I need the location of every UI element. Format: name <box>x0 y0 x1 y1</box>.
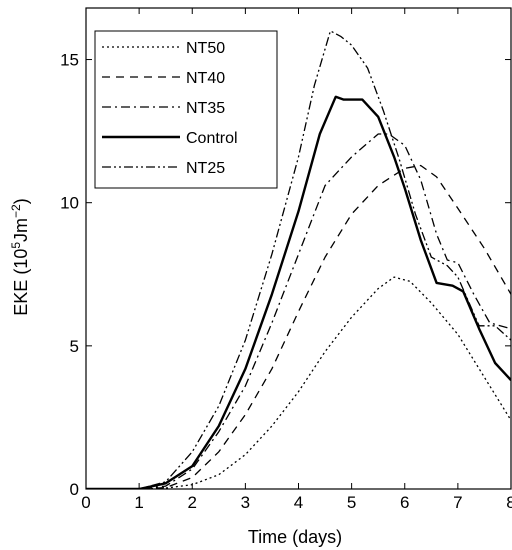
x-tick-label: 2 <box>188 493 197 512</box>
x-tick-label: 4 <box>294 493 303 512</box>
x-tick-label: 3 <box>241 493 250 512</box>
y-tick-label: 5 <box>70 337 79 356</box>
legend-label-control: Control <box>186 130 238 147</box>
y-axis-title-sup1: 5 <box>9 242 23 249</box>
x-tick-label: 0 <box>81 493 90 512</box>
legend-label-nt40: NT40 <box>186 70 225 87</box>
legend-box <box>94 30 278 189</box>
legend: NT50 NT40 NT35 Control NT25 <box>94 30 278 189</box>
x-tick-label: 5 <box>347 493 356 512</box>
series-line-nt50 <box>86 276 511 489</box>
y-tick-label: 0 <box>70 480 79 499</box>
x-tick-label: 6 <box>400 493 409 512</box>
x-tick-label: 7 <box>453 493 462 512</box>
legend-label-nt35: NT35 <box>186 100 225 117</box>
axis-ticks: 0 1 2 3 4 5 6 7 8 0 5 10 15 <box>60 8 512 512</box>
series-line-nt40 <box>86 164 511 489</box>
x-axis-title: Time (days) <box>248 527 342 547</box>
legend-label-nt25: NT25 <box>186 160 225 177</box>
y-axis-title: EKE (105Jm−2) <box>9 198 31 315</box>
x-tick-label: 8 <box>506 493 512 512</box>
x-tick-label: 1 <box>134 493 143 512</box>
series-line-nt35 <box>86 133 511 489</box>
series-lines <box>86 30 511 489</box>
series-line-control <box>86 95 511 489</box>
y-tick-label: 15 <box>60 51 79 70</box>
legend-label-nt50: NT50 <box>186 40 225 57</box>
series-line-nt25 <box>86 30 511 489</box>
y-tick-label: 10 <box>60 194 79 213</box>
y-axis-title-sup2: −2 <box>9 204 23 218</box>
